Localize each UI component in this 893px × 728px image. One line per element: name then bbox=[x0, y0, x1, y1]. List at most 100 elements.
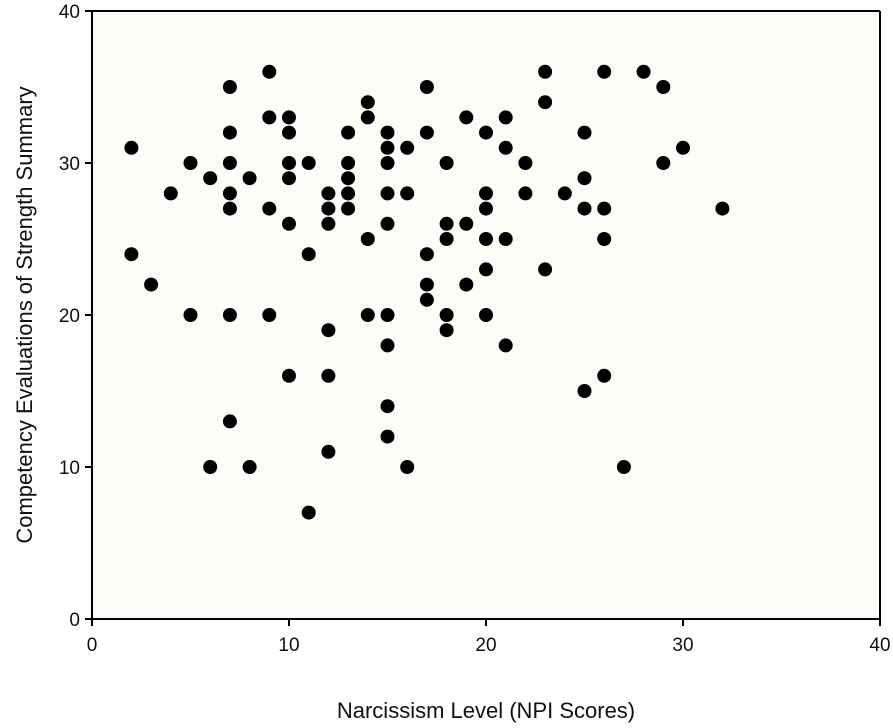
data-point bbox=[242, 171, 257, 186]
x-tick-label: 10 bbox=[278, 635, 299, 656]
data-point bbox=[321, 368, 336, 383]
data-point bbox=[419, 277, 434, 292]
data-point bbox=[262, 110, 277, 125]
data-point bbox=[419, 125, 434, 140]
x-axis-title: Narcissism Level (NPI Scores) bbox=[337, 698, 635, 723]
data-point bbox=[341, 201, 356, 216]
data-point bbox=[538, 95, 553, 110]
data-point bbox=[538, 64, 553, 79]
data-point bbox=[222, 201, 237, 216]
data-point bbox=[636, 64, 651, 79]
data-point bbox=[498, 338, 513, 353]
data-point bbox=[479, 186, 493, 201]
data-point bbox=[419, 80, 434, 94]
x-tick-label: 0 bbox=[87, 635, 98, 656]
data-point bbox=[321, 216, 336, 231]
data-point bbox=[557, 186, 572, 201]
data-point bbox=[242, 460, 257, 474]
x-tick-label: 30 bbox=[672, 635, 693, 656]
data-point bbox=[439, 323, 454, 338]
data-point bbox=[597, 201, 612, 216]
data-point bbox=[656, 80, 671, 94]
data-point bbox=[360, 232, 375, 246]
data-point bbox=[321, 201, 336, 216]
data-point bbox=[183, 308, 198, 322]
data-points bbox=[124, 64, 730, 520]
data-point bbox=[577, 171, 592, 186]
data-point bbox=[715, 201, 730, 216]
data-point bbox=[479, 232, 493, 246]
data-point bbox=[459, 216, 474, 231]
data-point bbox=[341, 125, 356, 140]
data-point bbox=[282, 368, 296, 383]
x-tick-label: 20 bbox=[475, 635, 496, 656]
data-point bbox=[282, 216, 296, 231]
y-tick-label: 30 bbox=[59, 154, 80, 175]
data-point bbox=[498, 110, 513, 125]
data-point bbox=[577, 384, 592, 398]
data-point bbox=[183, 156, 198, 170]
data-point bbox=[439, 308, 454, 322]
data-point bbox=[144, 277, 159, 292]
data-point bbox=[380, 399, 395, 414]
y-tick-label: 20 bbox=[59, 306, 80, 327]
data-point bbox=[262, 201, 277, 216]
data-point bbox=[538, 262, 553, 277]
data-point bbox=[597, 64, 612, 79]
data-point bbox=[321, 323, 336, 338]
data-point bbox=[222, 80, 237, 94]
data-point bbox=[301, 505, 316, 520]
data-point bbox=[518, 186, 533, 201]
data-point bbox=[459, 110, 474, 125]
data-point bbox=[203, 171, 218, 186]
data-point bbox=[479, 125, 493, 140]
data-point bbox=[124, 140, 139, 155]
x-axis-ticks: 0 10 20 30 40 bbox=[87, 619, 891, 656]
data-point bbox=[360, 308, 375, 322]
data-point bbox=[341, 186, 356, 201]
data-point bbox=[419, 247, 434, 262]
data-point bbox=[498, 140, 513, 155]
data-point bbox=[380, 338, 395, 353]
data-point bbox=[222, 308, 237, 322]
data-point bbox=[419, 292, 434, 307]
data-point bbox=[479, 308, 493, 322]
data-point bbox=[380, 216, 395, 231]
data-point bbox=[380, 186, 395, 201]
data-point bbox=[400, 186, 415, 201]
data-point bbox=[439, 232, 454, 246]
y-tick-label: 10 bbox=[59, 458, 80, 479]
data-point bbox=[203, 460, 218, 474]
data-point bbox=[656, 156, 671, 170]
data-point bbox=[262, 308, 277, 322]
y-tick-label: 40 bbox=[59, 2, 80, 23]
data-point bbox=[341, 156, 356, 170]
data-point bbox=[400, 140, 415, 155]
data-point bbox=[380, 140, 395, 155]
data-point bbox=[222, 156, 237, 170]
data-point bbox=[439, 216, 454, 231]
data-point bbox=[380, 125, 395, 140]
data-point bbox=[282, 110, 296, 125]
data-point bbox=[380, 156, 395, 170]
data-point bbox=[479, 201, 493, 216]
x-tick-label: 40 bbox=[869, 635, 890, 656]
data-point bbox=[282, 171, 296, 186]
data-point bbox=[282, 156, 296, 170]
data-point bbox=[518, 156, 533, 170]
data-point bbox=[597, 232, 612, 246]
y-tick-label: 0 bbox=[69, 610, 80, 631]
data-point bbox=[616, 460, 631, 474]
data-point bbox=[163, 186, 178, 201]
data-point bbox=[301, 247, 316, 262]
data-point bbox=[380, 429, 395, 444]
data-point bbox=[479, 262, 493, 277]
data-point bbox=[577, 201, 592, 216]
data-point bbox=[400, 460, 415, 474]
data-point bbox=[577, 125, 592, 140]
data-point bbox=[341, 171, 356, 186]
data-point bbox=[321, 186, 336, 201]
y-axis-title: Competency Evaluations of Strength Summa… bbox=[12, 86, 37, 543]
data-point bbox=[301, 156, 316, 170]
